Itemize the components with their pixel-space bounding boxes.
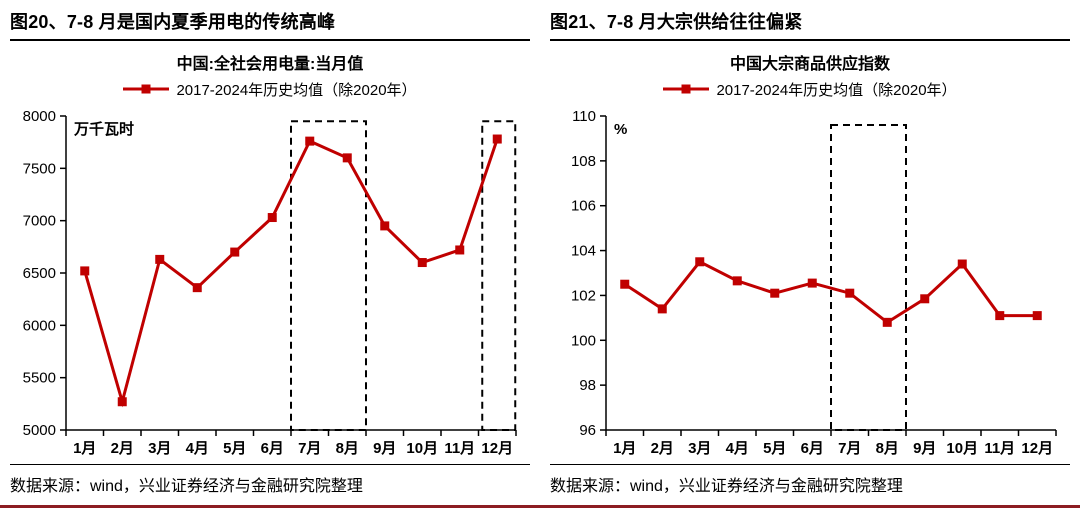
svg-text:12月: 12月 <box>481 440 513 457</box>
svg-text:1月: 1月 <box>613 440 636 457</box>
svg-text:7月: 7月 <box>298 440 321 457</box>
svg-text:6000: 6000 <box>23 317 56 334</box>
svg-text:8月: 8月 <box>336 440 359 457</box>
svg-text:7000: 7000 <box>23 213 56 230</box>
svg-text:96: 96 <box>579 422 596 439</box>
svg-text:3月: 3月 <box>688 440 711 457</box>
svg-text:万千瓦时: 万千瓦时 <box>73 121 134 138</box>
data-source-text: 数据来源：wind，兴业证券经济与金融研究院整理 <box>10 478 363 495</box>
svg-text:4月: 4月 <box>186 440 209 457</box>
svg-text:11月: 11月 <box>444 440 475 457</box>
data-source-text: 数据来源：wind，兴业证券经济与金融研究院整理 <box>550 478 903 495</box>
svg-text:6月: 6月 <box>801 440 824 457</box>
commodity-chart-legend: 2017-2024年历史均值（除2020年） <box>550 76 1070 102</box>
svg-text:2月: 2月 <box>651 440 674 457</box>
svg-text:10月: 10月 <box>406 440 438 457</box>
legend-line-marker-icon <box>123 84 170 94</box>
svg-text:8000: 8000 <box>23 108 56 125</box>
svg-text:102: 102 <box>571 287 596 304</box>
svg-text:3月: 3月 <box>148 440 171 457</box>
svg-text:106: 106 <box>571 198 596 215</box>
source-row: 数据来源：wind，兴业证券经济与金融研究院整理 <box>550 464 1070 505</box>
svg-text:9月: 9月 <box>373 440 396 457</box>
source-row: 数据来源：wind，兴业证券经济与金融研究院整理 <box>10 464 530 505</box>
svg-text:12月: 12月 <box>1021 440 1053 457</box>
svg-text:7月: 7月 <box>838 440 861 457</box>
svg-text:10月: 10月 <box>946 440 978 457</box>
figure-21-panel: 图21、7-8 月大宗供给往往偏紧 中国大宗商品供应指数 2017-2024年历… <box>540 0 1080 508</box>
svg-text:6月: 6月 <box>261 440 284 457</box>
figure-20-panel: 图20、7-8 月是国内夏季用电的传统高峰 中国:全社会用电量:当月值 2017… <box>0 0 540 508</box>
figure-21-title: 图21、7-8 月大宗供给往往偏紧 <box>550 0 1070 41</box>
svg-text:110: 110 <box>572 108 596 125</box>
svg-text:1月: 1月 <box>73 440 96 457</box>
svg-text:5500: 5500 <box>23 370 56 387</box>
legend-line-marker-icon <box>663 84 710 94</box>
svg-text:5000: 5000 <box>23 422 56 439</box>
electricity-chart-title: 中国:全社会用电量:当月值 <box>176 56 364 73</box>
svg-text:11月: 11月 <box>984 440 1015 457</box>
legend-label: 2017-2024年历史均值（除2020年） <box>176 81 417 99</box>
svg-text:2月: 2月 <box>111 440 134 457</box>
svg-text:7500: 7500 <box>23 160 56 177</box>
electricity-chart-legend: 2017-2024年历史均值（除2020年） <box>10 76 530 102</box>
svg-text:9月: 9月 <box>913 440 936 457</box>
svg-text:6500: 6500 <box>23 265 56 282</box>
svg-text:98: 98 <box>579 377 596 394</box>
svg-text:8月: 8月 <box>876 440 899 457</box>
electricity-consumption-line-chart: 5000 5500 6000 6500 7000 7500 8000 1月 2月 3月 4月 5月 6月… <box>23 108 517 457</box>
legend-label: 2017-2024年历史均值（除2020年） <box>716 81 957 99</box>
svg-text:5月: 5月 <box>223 440 246 457</box>
svg-text:100: 100 <box>571 332 596 349</box>
commodity-supply-line-chart: 96 98 100 102 104 106 108 110 1月 2月 3月 4月 5月 6月 7月 8月 9月… <box>571 108 1057 457</box>
svg-text:4月: 4月 <box>726 440 749 457</box>
figure-20-title: 图20、7-8 月是国内夏季用电的传统高峰 <box>10 0 530 41</box>
svg-text:5月: 5月 <box>763 440 786 457</box>
svg-text:104: 104 <box>571 243 596 260</box>
svg-text:108: 108 <box>571 153 596 170</box>
svg-text:%: % <box>614 121 627 138</box>
commodity-chart-title: 中国大宗商品供应指数 <box>729 56 890 73</box>
